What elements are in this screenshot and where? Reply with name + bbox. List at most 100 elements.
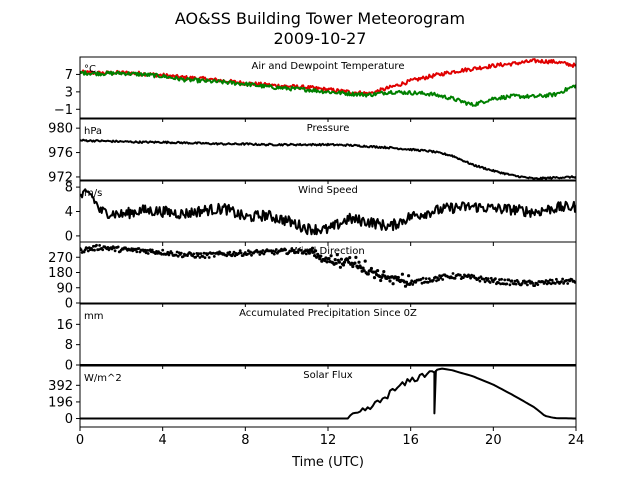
data-point — [421, 276, 425, 280]
data-point — [410, 279, 414, 283]
data-point — [199, 252, 203, 256]
data-point — [327, 257, 331, 261]
data-point — [225, 254, 229, 258]
data-point — [536, 283, 540, 286]
x-tick-label: 12 — [320, 433, 337, 448]
data-point — [508, 283, 512, 287]
data-point — [250, 253, 253, 257]
data-point — [319, 254, 323, 258]
y-tick-label: 972 — [48, 170, 73, 185]
data-point — [137, 247, 141, 250]
data-point — [491, 280, 495, 284]
data-point — [424, 277, 428, 280]
data-point — [400, 272, 404, 276]
data-point — [160, 252, 164, 256]
data-point — [560, 280, 563, 283]
data-point — [458, 273, 462, 277]
data-point — [462, 276, 465, 279]
data-point — [380, 275, 384, 279]
data-point — [170, 251, 174, 255]
panel-title: Wind Direction — [291, 246, 365, 257]
data-point — [348, 256, 352, 260]
data-point — [207, 256, 211, 259]
data-point — [154, 252, 157, 256]
data-point — [93, 248, 96, 252]
panel-unit: m/s — [84, 188, 102, 199]
panel-unit: W/m^2 — [84, 373, 122, 384]
data-point — [194, 255, 198, 259]
data-point — [427, 277, 431, 280]
series-1-line — [80, 367, 576, 420]
x-tick-label: 4 — [159, 433, 167, 448]
data-point — [299, 249, 303, 252]
panel-unit: hPa — [84, 126, 102, 137]
data-point — [361, 266, 365, 270]
data-point — [376, 269, 380, 273]
y-tick-label: 980 — [48, 122, 73, 137]
data-point — [314, 249, 318, 253]
y-tick-label: 270 — [48, 251, 73, 266]
data-point — [192, 252, 196, 256]
data-point — [304, 252, 308, 256]
x-tick-label: 0 — [76, 433, 84, 448]
data-point — [497, 281, 500, 285]
plot-area — [80, 138, 576, 180]
panel-title: Solar Flux — [303, 370, 353, 381]
data-point — [135, 250, 139, 254]
data-point — [198, 256, 202, 259]
data-point — [82, 250, 86, 254]
data-point — [450, 276, 454, 280]
y-tick-label: 4 — [65, 205, 73, 220]
y-tick-label: −1 — [54, 103, 73, 118]
data-point — [347, 260, 351, 264]
data-point — [366, 272, 370, 276]
data-point — [179, 251, 183, 255]
data-point — [438, 274, 441, 277]
data-point — [176, 254, 180, 258]
data-point — [553, 282, 557, 285]
data-point — [482, 277, 486, 281]
x-tick-label: 16 — [402, 433, 419, 448]
data-point — [407, 274, 411, 278]
y-tick-label: 8 — [65, 338, 73, 353]
data-point — [146, 252, 150, 255]
data-point — [435, 279, 438, 283]
data-point — [233, 254, 237, 258]
data-point — [369, 266, 373, 271]
data-point — [503, 278, 507, 282]
data-point — [247, 249, 250, 253]
data-point — [206, 252, 210, 256]
data-point — [239, 251, 243, 255]
panel-unit: °C — [84, 64, 96, 75]
data-point — [451, 272, 455, 275]
data-point — [334, 261, 338, 265]
data-point — [414, 280, 418, 284]
data-point — [494, 277, 497, 281]
data-point — [363, 259, 367, 263]
data-point — [203, 256, 207, 259]
data-point — [318, 257, 322, 261]
data-point — [409, 281, 413, 285]
x-axis: 0 4 8 12 16 20 24 — [76, 433, 584, 448]
data-point — [507, 278, 511, 282]
data-point — [161, 248, 165, 252]
data-point — [307, 251, 311, 255]
data-point — [423, 280, 427, 284]
data-point — [379, 278, 383, 283]
data-point — [453, 276, 457, 280]
data-point — [197, 252, 201, 256]
data-point — [354, 255, 358, 259]
data-point — [92, 244, 95, 248]
plot-area — [80, 58, 576, 107]
data-point — [391, 282, 395, 286]
data-point — [337, 260, 341, 264]
series-1-line — [80, 188, 576, 236]
data-point — [80, 248, 83, 252]
data-point — [116, 245, 120, 249]
data-point — [341, 263, 346, 267]
data-point — [372, 276, 377, 280]
data-point — [342, 260, 347, 264]
y-tick-label: 90 — [56, 281, 73, 296]
data-point — [561, 277, 564, 281]
